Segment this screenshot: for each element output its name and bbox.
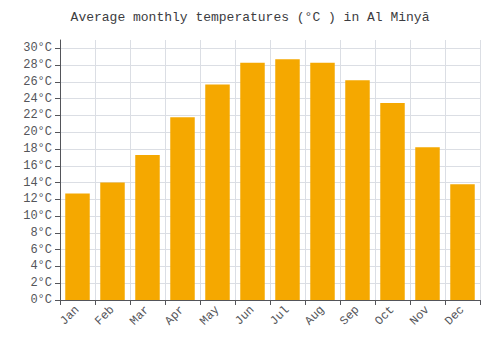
svg-text:10°C: 10°C bbox=[23, 209, 52, 223]
svg-text:Mar: Mar bbox=[127, 303, 152, 328]
svg-text:Apr: Apr bbox=[162, 303, 187, 328]
svg-text:Jan: Jan bbox=[57, 303, 82, 328]
svg-text:14°C: 14°C bbox=[23, 176, 52, 190]
svg-text:Dec: Dec bbox=[442, 303, 467, 328]
svg-text:Average monthly temperatures (: Average monthly temperatures (°C ) in Al… bbox=[71, 10, 430, 25]
svg-text:May: May bbox=[197, 303, 222, 328]
svg-text:2°C: 2°C bbox=[30, 276, 52, 290]
svg-text:Jul: Jul bbox=[267, 303, 292, 328]
svg-text:20°C: 20°C bbox=[23, 125, 52, 139]
svg-text:Sep: Sep bbox=[337, 303, 362, 328]
svg-text:18°C: 18°C bbox=[23, 142, 52, 156]
svg-text:Jun: Jun bbox=[232, 303, 257, 328]
svg-text:26°C: 26°C bbox=[23, 75, 52, 89]
svg-text:30°C: 30°C bbox=[23, 41, 52, 55]
svg-text:24°C: 24°C bbox=[23, 92, 52, 106]
svg-text:16°C: 16°C bbox=[23, 159, 52, 173]
svg-text:22°C: 22°C bbox=[23, 108, 52, 122]
svg-text:0°C: 0°C bbox=[30, 293, 52, 307]
svg-text:Oct: Oct bbox=[372, 303, 397, 328]
svg-text:Nov: Nov bbox=[407, 303, 432, 328]
svg-text:Aug: Aug bbox=[302, 303, 327, 328]
svg-text:Feb: Feb bbox=[92, 303, 117, 328]
svg-text:6°C: 6°C bbox=[30, 243, 52, 257]
svg-text:12°C: 12°C bbox=[23, 192, 52, 206]
svg-text:4°C: 4°C bbox=[30, 259, 52, 273]
svg-text:28°C: 28°C bbox=[23, 58, 52, 72]
svg-text:8°C: 8°C bbox=[30, 226, 52, 240]
